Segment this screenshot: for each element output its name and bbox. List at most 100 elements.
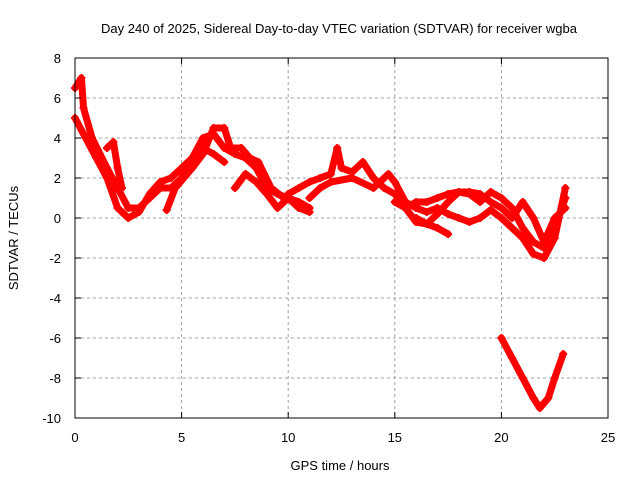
y-tick-label: 8	[54, 51, 61, 66]
data-point	[390, 198, 399, 206]
data-point	[535, 404, 544, 412]
data-point	[333, 144, 342, 152]
chart-title: Day 240 of 2025, Sidereal Day-to-day VTE…	[101, 21, 578, 36]
data-point	[198, 134, 207, 142]
data-point	[294, 204, 303, 212]
data-point	[77, 74, 86, 82]
series-line	[163, 124, 288, 214]
data-point	[497, 214, 506, 222]
series-line	[103, 138, 126, 192]
data-point	[241, 170, 250, 178]
data-point	[422, 198, 431, 206]
data-point	[124, 204, 133, 212]
data-point	[529, 394, 538, 402]
data-point	[476, 190, 485, 198]
data-point	[284, 190, 293, 198]
y-axis-label: SDTVAR / TECUs	[6, 185, 21, 290]
series-track-g	[305, 170, 570, 262]
data-point	[177, 164, 186, 172]
x-tick-label: 20	[494, 430, 508, 445]
data-point	[92, 154, 101, 162]
data-point	[550, 374, 559, 382]
data-point	[476, 198, 485, 206]
data-point	[337, 164, 346, 172]
data-point	[262, 190, 271, 198]
data-point	[508, 224, 517, 232]
data-point	[209, 150, 218, 158]
data-point	[156, 178, 165, 186]
y-tick-label: -6	[49, 331, 61, 346]
data-point	[326, 170, 335, 178]
data-point	[412, 214, 421, 222]
data-point	[245, 154, 254, 162]
y-tick-label: 2	[54, 171, 61, 186]
data-point	[540, 254, 549, 262]
data-point	[497, 204, 506, 212]
data-point	[117, 184, 126, 192]
data-point	[518, 374, 527, 382]
data-point	[433, 224, 442, 232]
data-point	[529, 250, 538, 258]
data-point	[476, 214, 485, 222]
data-point	[486, 206, 495, 214]
data-point	[518, 234, 527, 242]
data-point	[380, 184, 389, 192]
data-point	[316, 184, 325, 192]
data-point	[348, 174, 357, 182]
data-point	[497, 334, 506, 342]
series-track-i	[412, 188, 570, 252]
data-point	[518, 198, 527, 206]
series-line	[71, 114, 228, 222]
data-point	[550, 224, 559, 232]
plot-border	[74, 57, 609, 419]
data-point	[124, 214, 133, 222]
data-point	[162, 206, 171, 214]
data-point	[220, 124, 229, 132]
data-point	[412, 198, 421, 206]
y-tick-label: -2	[49, 251, 61, 266]
data-point	[254, 158, 263, 166]
data-point	[113, 204, 122, 212]
data-point	[273, 204, 282, 212]
data-point	[508, 204, 517, 212]
series-track-j	[497, 334, 568, 412]
data-point	[109, 138, 118, 146]
data-point	[358, 158, 367, 166]
data-point	[305, 208, 314, 216]
series-track-b	[71, 114, 229, 222]
series-line	[231, 170, 314, 216]
data-point	[113, 164, 122, 172]
data-point	[465, 190, 474, 198]
data-point	[171, 184, 180, 192]
data-point	[326, 178, 335, 186]
data-point	[209, 124, 218, 132]
data-point	[369, 184, 378, 192]
x-axis-label: GPS time / hours	[291, 458, 390, 473]
x-tick-label: 10	[281, 430, 295, 445]
data-point	[497, 194, 506, 202]
data-point	[401, 204, 410, 212]
data-point	[305, 178, 314, 186]
data-point	[465, 218, 474, 226]
data-point	[561, 194, 570, 202]
data-point	[230, 184, 239, 192]
data-point	[422, 208, 431, 216]
data-point	[294, 184, 303, 192]
series-track-c	[162, 124, 288, 214]
y-tick-label: -10	[42, 411, 61, 426]
data-point	[544, 394, 553, 402]
data-point	[486, 188, 495, 196]
data-point	[529, 214, 538, 222]
data-point	[561, 184, 570, 192]
x-tick-label: 5	[178, 430, 185, 445]
data-point	[433, 210, 442, 218]
ticks: 0 5 10 15 20 25 -10 -8 -6 -4 -2 0 2 4 6 8	[42, 51, 615, 445]
data-point	[188, 164, 197, 172]
data-point	[508, 354, 517, 362]
y-tick-label: -8	[49, 371, 61, 386]
data-point	[188, 154, 197, 162]
x-tick-label: 0	[71, 430, 78, 445]
data-point	[390, 178, 399, 186]
data-point	[444, 198, 453, 206]
